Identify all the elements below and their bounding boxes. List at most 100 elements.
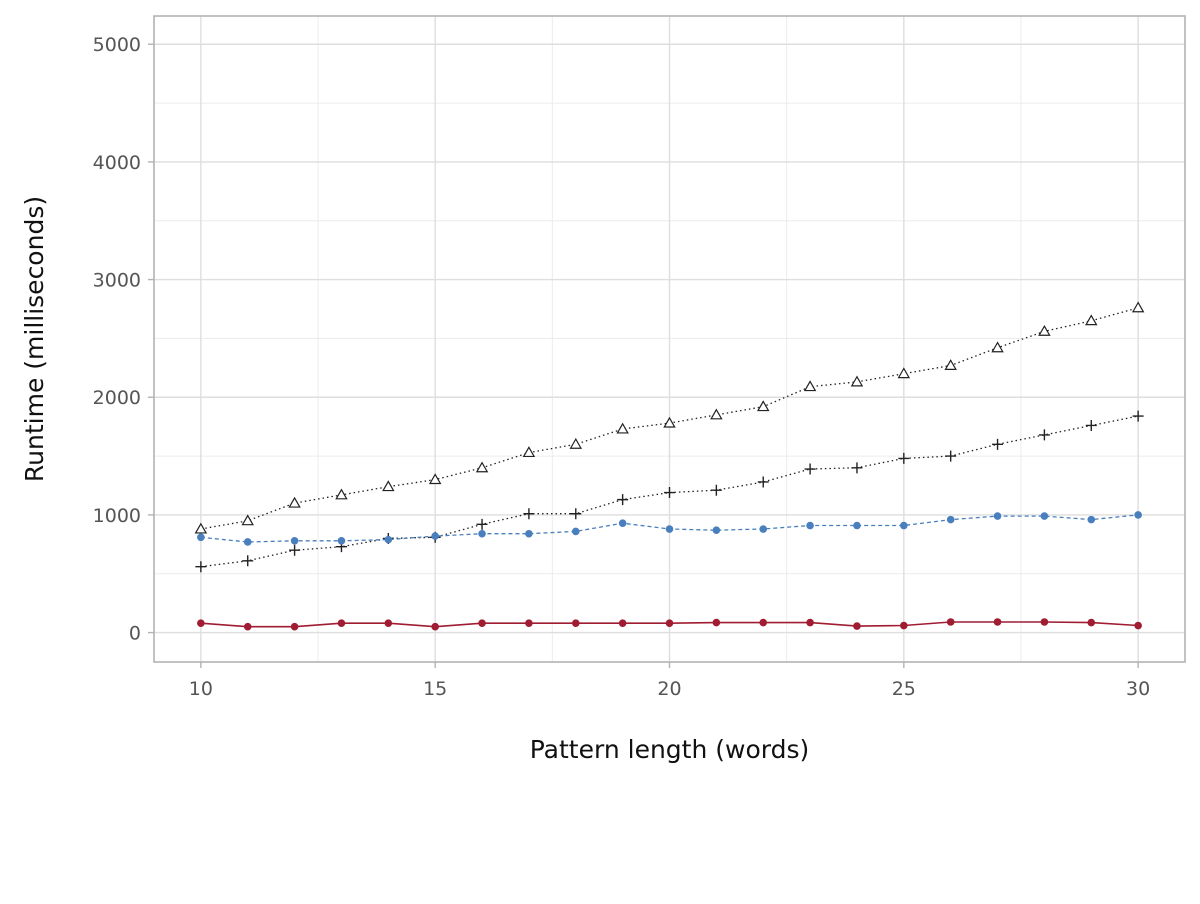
x-tick-label: 10 xyxy=(189,678,213,700)
series-3-point xyxy=(290,537,299,545)
series-1-point xyxy=(1131,301,1145,313)
series-3-point xyxy=(1040,512,1049,520)
x-tick-label: 30 xyxy=(1126,678,1150,700)
series-layer xyxy=(194,301,1145,631)
series-2-point xyxy=(898,452,910,464)
series-4-point xyxy=(853,622,861,630)
series-3-point xyxy=(946,515,955,524)
y-tick-label: 3000 xyxy=(93,270,141,292)
series-1-point xyxy=(803,380,817,392)
series-1-point xyxy=(569,437,583,449)
x-tick-label: 25 xyxy=(892,678,916,700)
series-4-point xyxy=(243,622,252,631)
series-4-point xyxy=(806,618,814,627)
series-3-point xyxy=(806,521,814,530)
series-1-point xyxy=(382,480,395,492)
major-gridlines xyxy=(154,16,1185,662)
series-1-point xyxy=(944,359,957,370)
series-2-point xyxy=(242,555,254,567)
y-tick-label: 1000 xyxy=(93,505,141,527)
series-3-point xyxy=(618,519,627,527)
series-3-point xyxy=(993,512,1002,520)
series-3-point xyxy=(665,525,674,533)
y-tick-label: 2000 xyxy=(93,387,141,409)
x-axis-ticks: 10 15 20 25 30 xyxy=(189,662,1150,700)
series-1-point xyxy=(194,522,208,534)
series-2-point xyxy=(757,476,769,488)
series-4-point xyxy=(618,619,627,627)
series-3-point xyxy=(337,537,346,545)
series-1-point xyxy=(756,400,770,412)
series-2-point xyxy=(664,487,675,499)
series-1-point xyxy=(1038,324,1051,336)
series-3-point xyxy=(243,538,252,546)
series-1-point xyxy=(850,375,864,387)
series-1-point xyxy=(475,461,489,473)
series-3 xyxy=(197,511,1142,546)
series-4-point xyxy=(431,622,439,631)
series-4-point xyxy=(290,622,299,631)
series-4 xyxy=(197,618,1142,631)
series-3-point xyxy=(853,521,861,530)
y-axis-title: Runtime (milliseconds) xyxy=(20,196,49,482)
series-3-point xyxy=(384,535,393,544)
series-2-point xyxy=(476,518,488,530)
x-tick-label: 20 xyxy=(657,678,681,700)
y-axis-ticks: 0 1000 2000 3000 4000 5000 xyxy=(93,34,154,645)
series-2-point xyxy=(1132,410,1144,422)
series-3-point xyxy=(525,529,533,538)
series-4-point xyxy=(525,619,533,627)
series-2-point xyxy=(289,544,301,556)
series-2-point xyxy=(523,508,535,520)
x-tick-label: 15 xyxy=(423,678,447,700)
y-tick-label: 0 xyxy=(129,623,141,645)
series-2-point xyxy=(945,450,957,462)
series-4-point xyxy=(478,619,486,627)
series-1-point xyxy=(335,488,348,500)
x-axis-title: Pattern length (words) xyxy=(530,735,810,764)
series-2-point xyxy=(1038,429,1050,441)
series-4-point xyxy=(993,618,1002,626)
series-1-point xyxy=(991,341,1004,353)
series-3-point xyxy=(1087,515,1096,524)
series-2-point xyxy=(1085,419,1097,431)
series-3-point xyxy=(900,521,908,530)
series-4-point xyxy=(712,618,721,627)
series-1-point xyxy=(710,408,723,420)
series-1-point xyxy=(897,367,911,379)
series-4-point xyxy=(571,619,580,627)
series-4-point xyxy=(1040,618,1049,626)
series-1-point xyxy=(288,496,301,508)
series-3-point xyxy=(478,529,486,538)
series-3-point xyxy=(759,525,768,533)
series-1-point xyxy=(1085,314,1098,326)
series-3-point xyxy=(197,533,205,542)
series-2-point xyxy=(617,494,629,506)
series-2-point xyxy=(992,438,1004,450)
series-3-point xyxy=(1134,511,1142,519)
series-4-point xyxy=(384,619,393,627)
series-3-point xyxy=(571,527,580,536)
series-4-point xyxy=(946,618,955,626)
series-1-point xyxy=(522,446,536,458)
series-1-point xyxy=(428,473,442,485)
series-4-point xyxy=(1134,621,1142,630)
series-1 xyxy=(194,301,1145,534)
series-4-point xyxy=(1087,618,1096,627)
series-4-point xyxy=(665,619,674,627)
series-2-point xyxy=(570,508,582,520)
series-4-point xyxy=(197,619,205,627)
y-tick-label: 5000 xyxy=(93,34,141,56)
series-2-line xyxy=(200,415,1139,568)
y-tick-label: 4000 xyxy=(93,152,141,174)
series-2-point xyxy=(710,484,722,496)
series-1-point xyxy=(616,422,629,434)
series-3-point xyxy=(712,526,721,535)
series-4-point xyxy=(900,621,908,630)
series-4-point xyxy=(759,618,768,627)
series-2-point xyxy=(851,462,863,474)
series-2-point xyxy=(195,561,207,573)
